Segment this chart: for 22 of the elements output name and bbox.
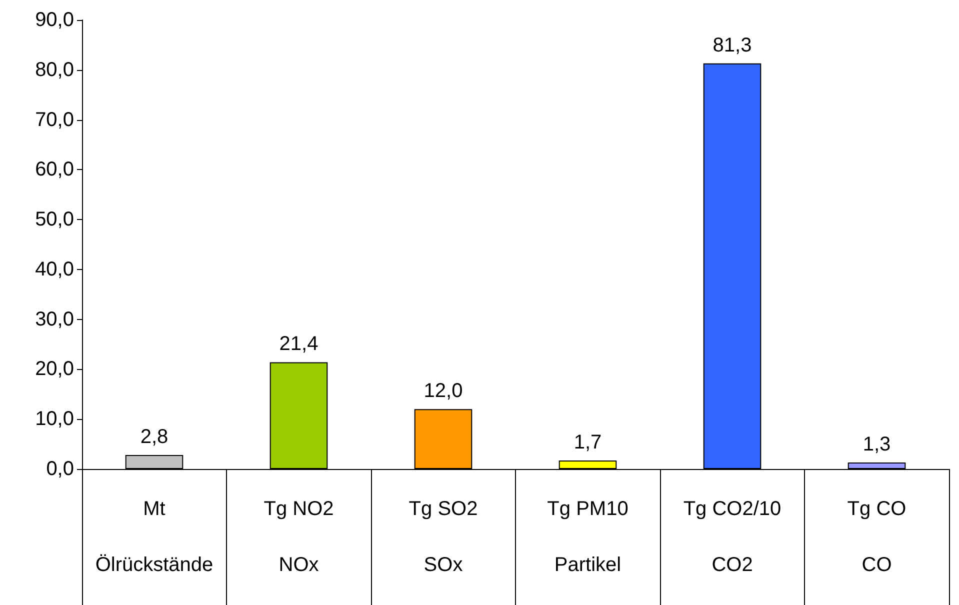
category-label: Tg NO2 NOx — [264, 498, 334, 576]
data-label: 81,3 — [712, 34, 752, 56]
y-tick-label: 20,0 — [35, 358, 74, 380]
y-tick-label: 60,0 — [35, 158, 74, 181]
category-label: Mt Ölrückstände — [95, 498, 214, 576]
category-label: Tg PM10 Partikel — [547, 498, 628, 576]
y-tick-label: 90,0 — [35, 9, 74, 31]
y-tick-label: 0,0 — [46, 458, 74, 480]
data-label: 1,3 — [862, 434, 891, 456]
category-label: Tg CO CO — [847, 498, 906, 576]
y-tick-label: 70,0 — [35, 108, 74, 131]
category-label: Tg CO2/10 CO2 — [683, 498, 782, 576]
y-tick-label: 50,0 — [35, 208, 74, 231]
y-tick-label: 10,0 — [35, 408, 74, 430]
data-label: 1,7 — [574, 432, 602, 454]
y-tick-label: 80,0 — [35, 58, 74, 81]
data-label: 2,8 — [140, 426, 168, 448]
category-label: Tg SO2 SOx — [408, 498, 478, 576]
y-tick-label: 30,0 — [35, 308, 74, 330]
data-label: 21,4 — [279, 333, 318, 356]
data-label: 12,0 — [424, 380, 463, 402]
y-tick-label: 40,0 — [35, 258, 74, 280]
